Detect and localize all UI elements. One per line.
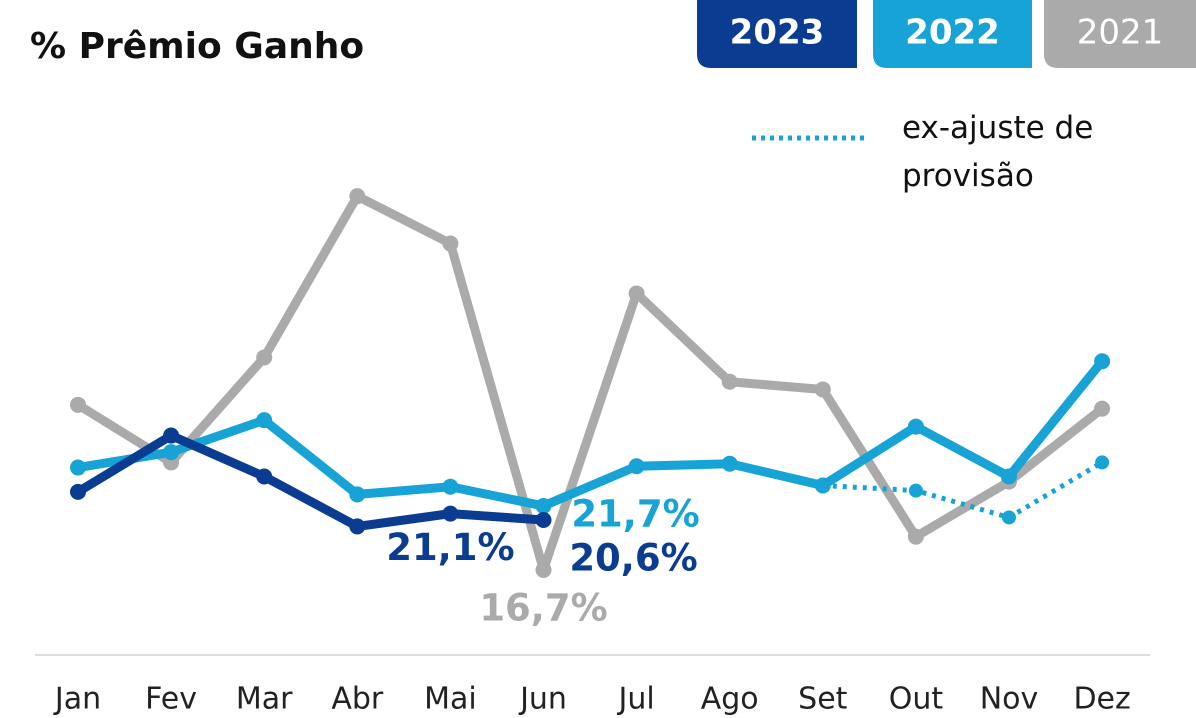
data-point [256, 349, 273, 366]
x-tick-label: Set [798, 682, 848, 717]
x-tick-label: Jun [518, 682, 567, 717]
data-point [256, 468, 273, 485]
legend-tab [873, 0, 1032, 68]
data-point [442, 235, 459, 252]
x-tick-label: Out [889, 682, 944, 717]
data-point [349, 188, 366, 205]
data-point [349, 486, 366, 503]
data-label: 16,7% [479, 586, 607, 629]
legend-label: 2023 [730, 13, 825, 53]
series-line [822, 460, 1104, 520]
data-point [163, 444, 180, 461]
x-tick-label: Jan [53, 682, 101, 717]
x-tick-label: Abr [331, 682, 384, 717]
legend-tab [697, 0, 857, 68]
data-point [349, 518, 366, 535]
data-point [628, 285, 645, 302]
data-point [535, 512, 552, 529]
series-line [75, 431, 544, 531]
data-point [70, 396, 86, 413]
x-tick-label: Jul [616, 682, 654, 717]
data-point [442, 505, 459, 522]
data-point [1094, 400, 1111, 417]
data-point [70, 483, 86, 500]
data-label: 20,6% [569, 537, 697, 580]
legend-label: 2022 [905, 13, 1000, 53]
data-point [163, 427, 180, 444]
data-point [1001, 468, 1017, 485]
data-point [628, 458, 645, 475]
legend-tab [1044, 0, 1196, 68]
data-point [442, 478, 459, 495]
x-tick-label: Mai [424, 682, 477, 717]
data-point [908, 483, 923, 498]
legend-label: 2021 [1077, 13, 1164, 53]
data-label: 21,1% [386, 526, 514, 569]
data-point [1094, 353, 1111, 370]
data-point [70, 459, 86, 476]
x-tick-label: Ago [701, 682, 759, 717]
data-point [1002, 510, 1016, 525]
data-label: 21,7% [571, 492, 699, 535]
data-point [814, 477, 831, 494]
data-point [1095, 455, 1110, 470]
data-point [721, 373, 738, 390]
chart-title: % Prêmio Ganho [30, 26, 364, 67]
x-tick-label: Dez [1073, 682, 1130, 717]
data-point [907, 418, 924, 435]
legend-label: ex-ajuste de provisão [902, 110, 1094, 194]
data-point [535, 497, 552, 514]
data-point [814, 381, 831, 398]
x-tick-label: Nov [980, 682, 1039, 717]
data-point [907, 528, 924, 545]
data-point [535, 561, 552, 578]
x-tick-label: Fev [145, 682, 197, 717]
series-line [75, 191, 1105, 575]
data-point [256, 412, 273, 429]
data-point [721, 455, 738, 472]
x-tick-label: Mar [236, 682, 293, 717]
series-line [77, 358, 1106, 511]
